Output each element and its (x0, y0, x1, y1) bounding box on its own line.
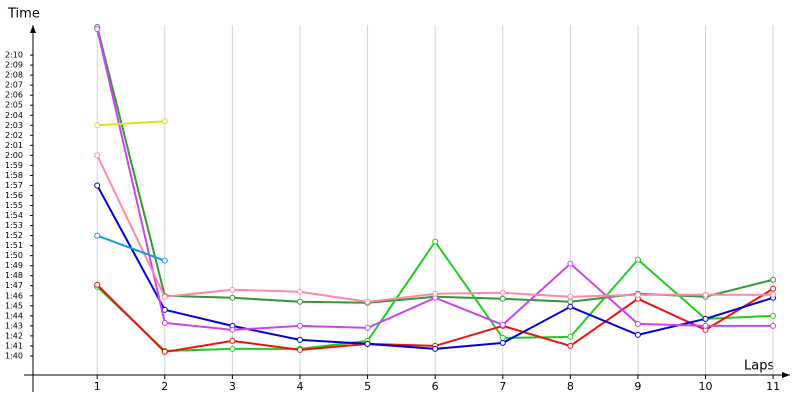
data-point (229, 294, 236, 301)
data-point (432, 345, 439, 352)
y-tick-label: 2:01 (5, 141, 23, 150)
y-tick-label: 1:46 (5, 291, 23, 300)
y-tick-label: 1:47 (5, 281, 23, 290)
data-point (161, 293, 168, 300)
data-point (770, 285, 777, 292)
data-point (770, 312, 777, 319)
y-tick-label: 1:43 (5, 321, 23, 330)
y-tick-label: 2:10 (5, 51, 23, 60)
data-point (770, 276, 777, 283)
x-tick-label: 5 (364, 380, 371, 393)
y-tick-label: 2:03 (5, 121, 23, 130)
data-point (499, 321, 506, 328)
data-point (634, 291, 641, 298)
data-point (94, 232, 101, 239)
data-point (567, 293, 574, 300)
y-axis-label: Time (7, 7, 40, 22)
y-tick-label: 1:45 (5, 301, 23, 310)
y-tick-label: 1:58 (5, 171, 23, 180)
data-point (364, 298, 371, 305)
y-tick-label: 1:42 (5, 331, 23, 340)
y-tick-label: 2:02 (5, 131, 23, 140)
data-point (499, 289, 506, 296)
data-point (296, 346, 303, 353)
data-point (229, 345, 236, 352)
x-tick-label: 11 (766, 380, 780, 393)
x-tick-label: 7 (499, 380, 506, 393)
data-point (770, 322, 777, 329)
data-point (364, 324, 371, 331)
y-tick-label: 1:44 (5, 311, 23, 320)
x-tick-label: 3 (229, 380, 236, 393)
x-axis-arrow (782, 372, 790, 378)
x-tick-label: 6 (432, 380, 439, 393)
data-point (567, 342, 574, 349)
data-point (499, 334, 506, 341)
x-axis-label: Laps (744, 359, 774, 374)
data-point (634, 256, 641, 263)
y-tick-label: 1:52 (5, 231, 23, 240)
y-tick-label: 1:57 (5, 181, 23, 190)
data-point (161, 257, 168, 264)
data-point (94, 152, 101, 159)
x-tick-label: 9 (634, 380, 641, 393)
data-point (94, 122, 101, 129)
data-point (432, 238, 439, 245)
data-point (499, 295, 506, 302)
y-tick-label: 2:09 (5, 61, 23, 70)
x-tick-label: 1 (94, 380, 101, 393)
data-point (161, 319, 168, 326)
y-tick-label: 1:59 (5, 161, 23, 170)
data-point (432, 290, 439, 297)
data-point (567, 333, 574, 340)
data-point (364, 340, 371, 347)
series-line (97, 120, 165, 127)
data-point (702, 315, 709, 322)
y-tick-label: 2:00 (5, 151, 23, 160)
y-tick-label: 1:54 (5, 211, 23, 220)
data-point (161, 348, 168, 355)
data-point (229, 337, 236, 344)
y-tick-label: 1:55 (5, 201, 23, 210)
y-tick-label: 1:51 (5, 241, 23, 250)
y-tick-label: 1:49 (5, 261, 23, 270)
data-point (634, 331, 641, 338)
data-point (702, 322, 709, 329)
y-tick-label: 2:04 (5, 111, 23, 120)
data-point (702, 291, 709, 298)
data-point (499, 339, 506, 346)
data-point (296, 322, 303, 329)
x-tick-label: 2 (161, 380, 168, 393)
y-tick-label: 1:53 (5, 221, 23, 230)
data-point (634, 320, 641, 327)
x-tick-label: 4 (296, 380, 303, 393)
series-line (96, 234, 166, 262)
y-axis-arrow (30, 25, 36, 33)
data-point (296, 298, 303, 305)
y-tick-label: 1:40 (5, 351, 23, 360)
data-point (567, 298, 574, 305)
y-tick-label: 2:05 (5, 101, 23, 110)
data-point (770, 291, 777, 298)
data-point (94, 182, 101, 189)
data-point (94, 26, 101, 33)
y-tick-label: 2:07 (5, 81, 23, 90)
y-tick-label: 1:50 (5, 251, 23, 260)
data-point (567, 260, 574, 267)
y-tick-label: 1:48 (5, 271, 23, 280)
data-point (161, 118, 168, 125)
data-point (296, 288, 303, 295)
data-point (229, 326, 236, 333)
data-point (94, 281, 101, 288)
y-tick-label: 2:08 (5, 71, 23, 80)
data-point (296, 336, 303, 343)
y-tick-label: 1:56 (5, 191, 23, 200)
data-point (567, 303, 574, 310)
y-tick-label: 2:06 (5, 91, 23, 100)
x-tick-label: 8 (567, 380, 574, 393)
data-point (229, 286, 236, 293)
y-tick-label: 1:41 (5, 341, 23, 350)
x-tick-label: 10 (699, 380, 713, 393)
